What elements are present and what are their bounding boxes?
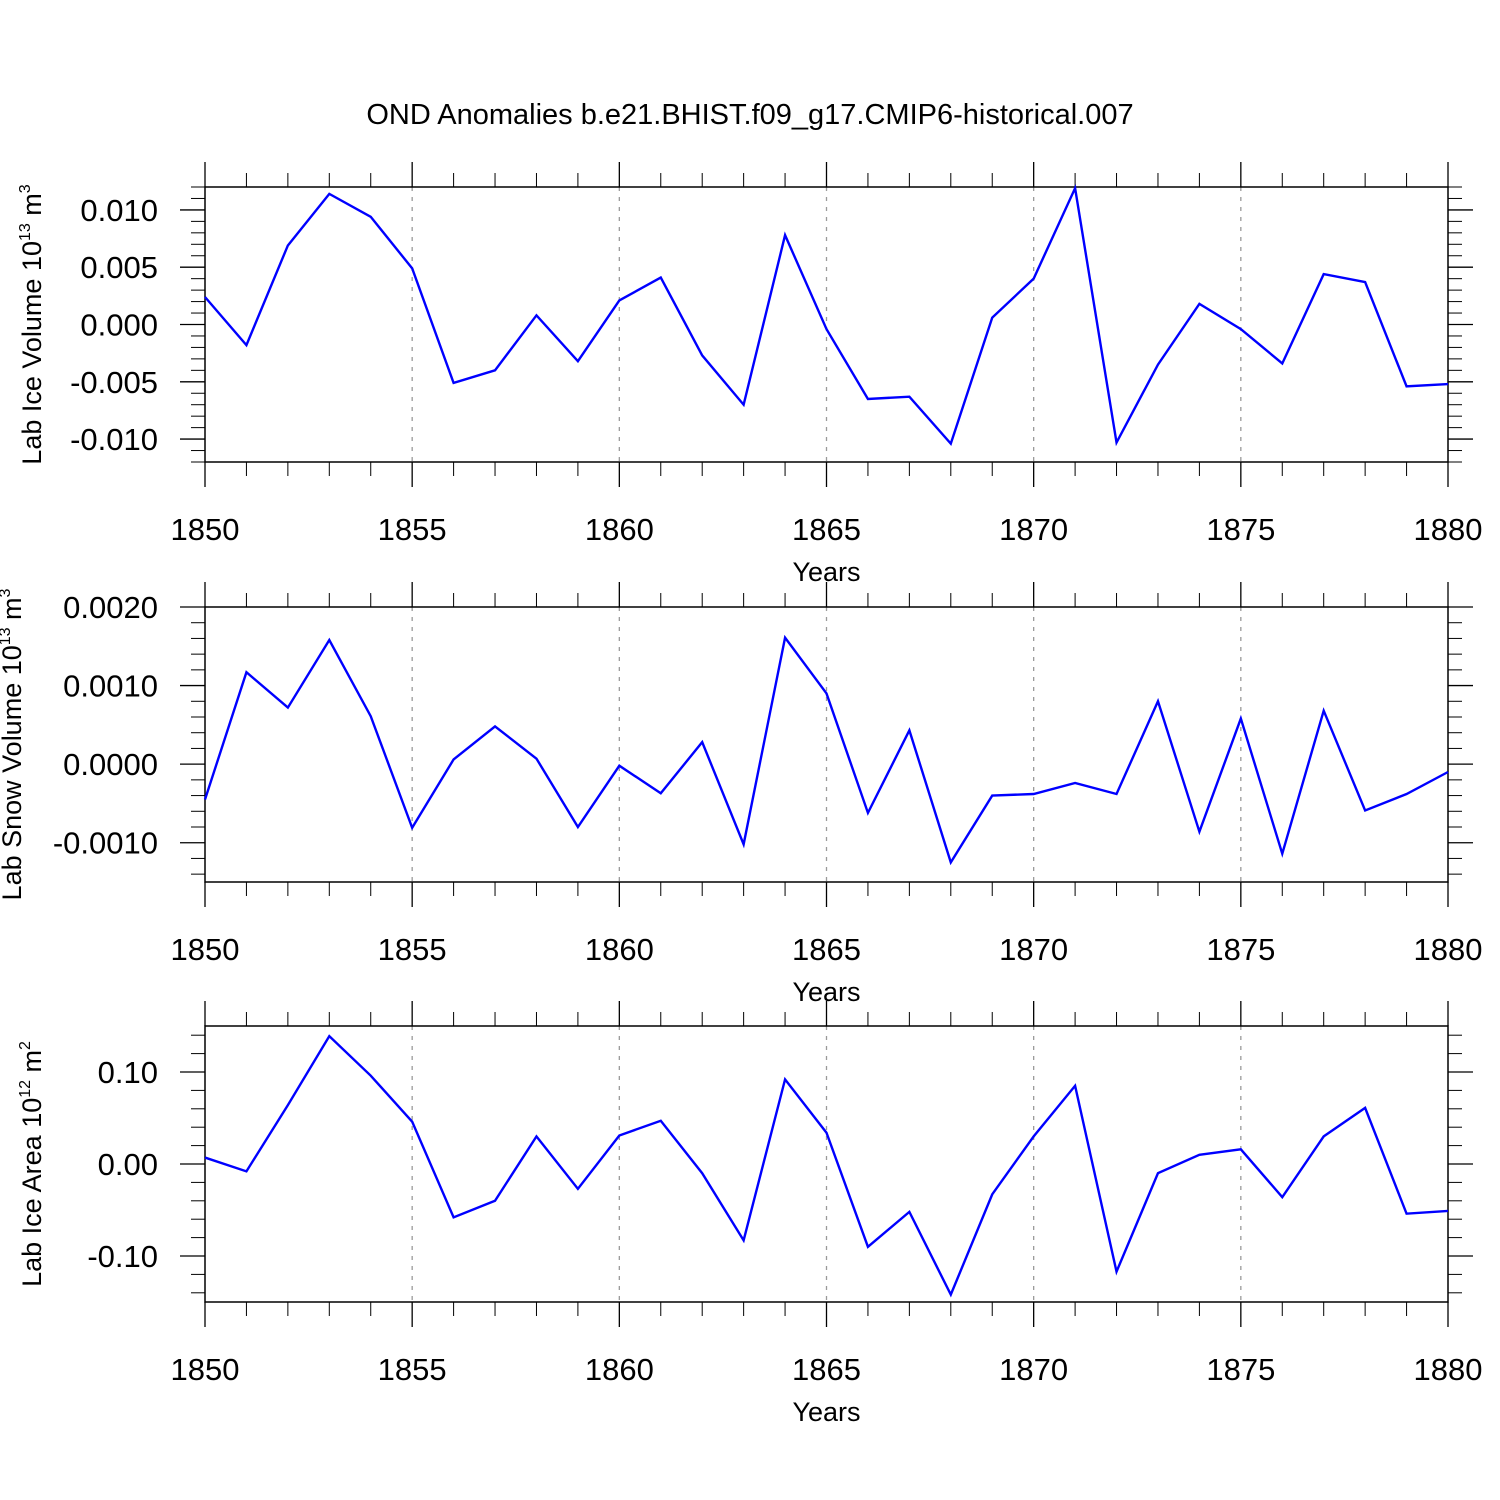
x-tick-label: 1860 xyxy=(585,932,654,967)
y-tick-label: -0.10 xyxy=(87,1239,158,1274)
y-axis-title: Lab Ice Area 1012 m2 xyxy=(17,1041,47,1287)
y-axis-title: Lab Ice Volume 1013 m3 xyxy=(17,184,47,464)
series-line-1 xyxy=(204,184,1449,447)
chart-title: OND Anomalies b.e21.BHIST.f09_g17.CMIP6-… xyxy=(366,99,1133,131)
x-tick-label: 1865 xyxy=(792,512,861,547)
x-tick-label: 1875 xyxy=(1206,512,1275,547)
chart-panel-1: 1850 1855 1860 1865 1870 1875 1880 -0.010 -0.005… xyxy=(17,162,1482,587)
x-tick-label: 1875 xyxy=(1206,1352,1275,1387)
chart-panel-2: 1850 1855 1860 1865 1870 1875 1880 -0.0010 0.000… xyxy=(0,582,1482,1007)
x-tick-label: 1855 xyxy=(378,1352,447,1387)
x-axis-title: Years xyxy=(792,1397,860,1427)
y-tick-label: 0.005 xyxy=(80,250,158,285)
x-tick-label: 1870 xyxy=(999,932,1068,967)
x-tick-label: 1880 xyxy=(1414,512,1483,547)
y-tick-label: 0.0020 xyxy=(63,590,158,625)
series-line-1 xyxy=(203,634,1449,866)
x-tick-label: 1865 xyxy=(792,1352,861,1387)
x-tick-label: 1855 xyxy=(378,932,447,967)
y-tick-label: 0.0010 xyxy=(63,669,158,704)
y-tick-label: 0.00 xyxy=(98,1147,158,1182)
y-tick-label: -0.0010 xyxy=(53,826,158,861)
x-tick-label: 1870 xyxy=(999,512,1068,547)
x-tick-label: 1875 xyxy=(1206,932,1275,967)
chart-panel-3: 1850 1855 1860 1865 1870 1875 1880 -0.10 0.00 0.1… xyxy=(17,1001,1482,1427)
y-tick-label: 0.0000 xyxy=(63,747,158,782)
y-tick-label: -0.005 xyxy=(70,365,158,400)
series-line-1 xyxy=(204,1034,1449,1298)
x-tick-label: 1850 xyxy=(171,932,240,967)
y-tick-label: 0.010 xyxy=(80,193,158,228)
y-tick-label: 0.000 xyxy=(80,308,158,343)
x-tick-label: 1855 xyxy=(378,512,447,547)
x-tick-label: 1850 xyxy=(171,1352,240,1387)
y-axis-title: Lab Snow Volume 1013 m3 xyxy=(0,588,27,900)
x-tick-label: 1880 xyxy=(1414,1352,1483,1387)
x-tick-label: 1880 xyxy=(1414,932,1483,967)
x-tick-label: 1860 xyxy=(585,1352,654,1387)
x-tick-label: 1865 xyxy=(792,932,861,967)
x-tick-label: 1870 xyxy=(999,1352,1068,1387)
x-tick-label: 1850 xyxy=(171,512,240,547)
x-tick-label: 1860 xyxy=(585,512,654,547)
y-tick-label: -0.010 xyxy=(70,422,158,457)
y-tick-label: 0.10 xyxy=(98,1055,158,1090)
